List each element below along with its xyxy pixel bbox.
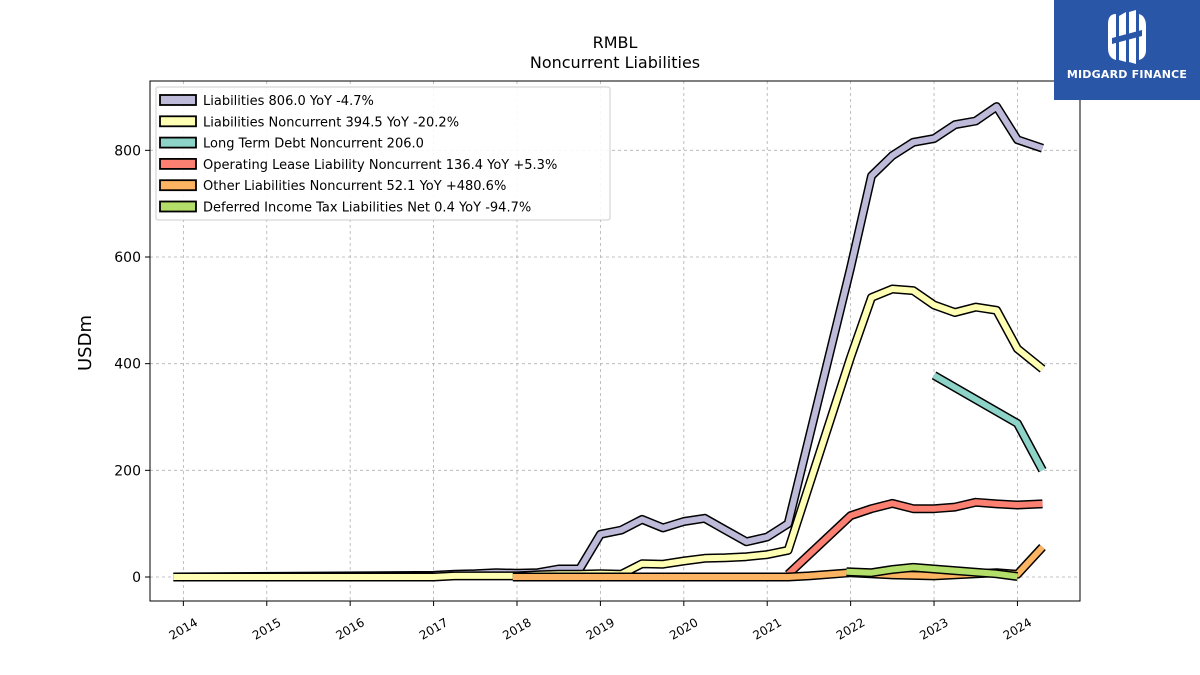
x-tick-label: 2020 bbox=[667, 615, 700, 642]
series-line-1 bbox=[173, 284, 1046, 582]
series-stroke bbox=[846, 564, 1018, 580]
y-tick-label: 0 bbox=[132, 570, 141, 586]
legend-entry: Long Term Debt Noncurrent 206.0 bbox=[159, 136, 424, 152]
legend-label: Operating Lease Liability Noncurrent 136… bbox=[203, 158, 557, 173]
series-stroke bbox=[786, 499, 1043, 577]
legend-swatch bbox=[159, 115, 197, 128]
x-tick-label: 2014 bbox=[167, 615, 200, 642]
y-tick-label: 800 bbox=[114, 143, 141, 159]
legend-label: Deferred Income Tax Liabilities Net 0.4 … bbox=[203, 201, 531, 216]
x-tick-label: 2022 bbox=[834, 615, 867, 642]
series-stroke bbox=[932, 372, 1046, 472]
company-logo: MIDGARD FINANCE bbox=[1054, 0, 1200, 100]
legend-label: Liabilities 806.0 YoY -4.7% bbox=[203, 94, 374, 109]
y-tick-label: 200 bbox=[114, 463, 141, 479]
series-stroke bbox=[173, 286, 1045, 580]
legend-label: Long Term Debt Noncurrent 206.0 bbox=[203, 137, 424, 152]
legend-entry: Operating Lease Liability Noncurrent 136… bbox=[159, 157, 557, 173]
y-tick-label: 400 bbox=[114, 357, 141, 373]
legend-label: Other Liabilities Noncurrent 52.1 YoY +4… bbox=[203, 179, 506, 194]
chart-title: RMBL bbox=[593, 33, 638, 52]
x-tick-label: 2018 bbox=[500, 615, 533, 642]
x-tick-label: 2016 bbox=[333, 615, 366, 642]
legend-swatch bbox=[159, 200, 197, 213]
y-tick-label: 600 bbox=[114, 250, 141, 266]
series-line-5 bbox=[846, 562, 1018, 581]
logo-text: MIDGARD FINANCE bbox=[1066, 68, 1188, 81]
legend-swatch bbox=[159, 157, 197, 170]
x-tick-label: 2015 bbox=[250, 615, 283, 642]
x-tick-label: 2024 bbox=[1001, 615, 1034, 642]
series-outline bbox=[931, 371, 1047, 473]
legend-entry: Liabilities 806.0 YoY -4.7% bbox=[159, 94, 374, 109]
legend-entry: Liabilities Noncurrent 394.5 YoY -20.2% bbox=[159, 115, 459, 130]
legend-entry: Other Liabilities Noncurrent 52.1 YoY +4… bbox=[159, 179, 506, 194]
series-line-3 bbox=[785, 497, 1043, 578]
series-line-2 bbox=[931, 371, 1047, 473]
legend-entry: Deferred Income Tax Liabilities Net 0.4 … bbox=[159, 200, 531, 216]
legend-swatch bbox=[159, 94, 197, 106]
legend: Liabilities 806.0 YoY -4.7% Liabilities N… bbox=[155, 86, 611, 221]
x-tick-label: 2019 bbox=[584, 615, 617, 642]
legend-swatch bbox=[159, 179, 197, 192]
x-tick-label: 2023 bbox=[917, 615, 950, 642]
x-tick-label: 2017 bbox=[417, 615, 450, 642]
y-axis-label: USDm bbox=[75, 315, 96, 371]
series-layer bbox=[173, 102, 1047, 582]
legend-label: Liabilities Noncurrent 394.5 YoY -20.2% bbox=[203, 115, 459, 130]
logo-mark-icon bbox=[1108, 10, 1146, 64]
chart-subtitle: Noncurrent Liabilities bbox=[530, 53, 700, 72]
plot-frame bbox=[149, 80, 1081, 602]
x-tick-label: 2021 bbox=[750, 615, 783, 642]
legend-swatch bbox=[159, 136, 197, 149]
legend-frame bbox=[155, 86, 611, 221]
